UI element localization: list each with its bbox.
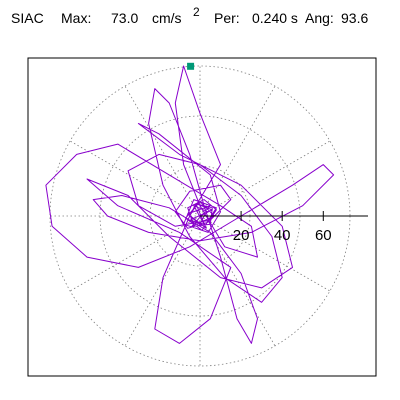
- grid-spoke: [69, 140, 201, 217]
- max-value: 73.0: [111, 10, 139, 26]
- header: SIAC Max: 73.0 cm/s 2 Per: 0.240 s Ang: …: [0, 5, 400, 40]
- ang-label: Ang:: [305, 10, 334, 26]
- tick-label: 20: [233, 227, 250, 244]
- grid-spoke: [199, 215, 331, 292]
- tick-label: 40: [274, 227, 291, 244]
- per-label: Per:: [214, 10, 240, 26]
- radial-ticks: 20 40 60: [233, 211, 332, 244]
- grid-spoke: [199, 140, 331, 217]
- motion-trace: [45, 65, 335, 344]
- per-value: 0.240 s: [252, 10, 298, 26]
- max-unit: cm/s: [152, 10, 182, 26]
- unit-exponent: 2: [193, 5, 200, 19]
- max-label: Max:: [61, 10, 92, 26]
- tick-label: 60: [315, 227, 332, 244]
- station-name: SIAC: [11, 10, 44, 26]
- trace-line: [45, 65, 335, 344]
- max-marker: [187, 62, 195, 70]
- max-marker-group: [187, 62, 195, 70]
- grid-spoke: [199, 85, 276, 217]
- grid-spoke: [199, 215, 276, 347]
- ang-value: 93.6: [341, 10, 369, 26]
- grid-spoke: [69, 215, 201, 292]
